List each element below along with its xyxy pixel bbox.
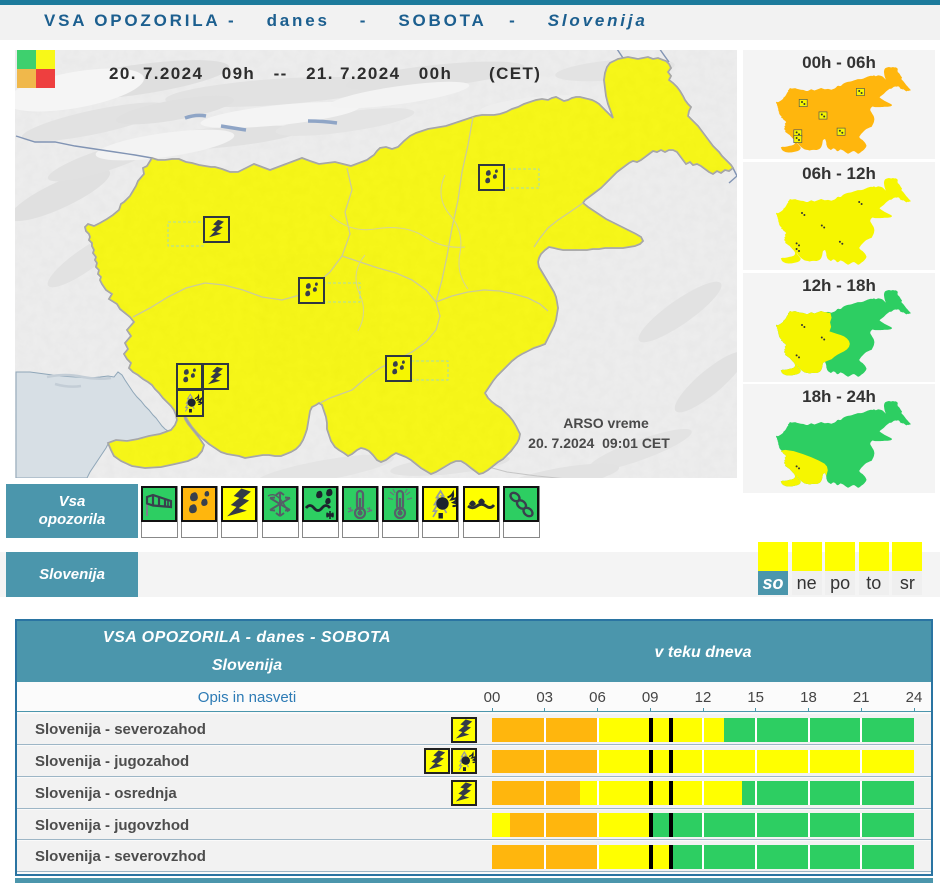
svg-text:ARSO vreme: ARSO vreme bbox=[563, 415, 649, 431]
svg-text:20. 7.2024 09h -- 21. 7.: 20. 7.2024 09h -- 21. 7.2024 00h (CET) bbox=[109, 64, 541, 83]
svg-text:20. 7.2024 09:01 CET: 20. 7.2024 09:01 CET bbox=[528, 435, 670, 451]
